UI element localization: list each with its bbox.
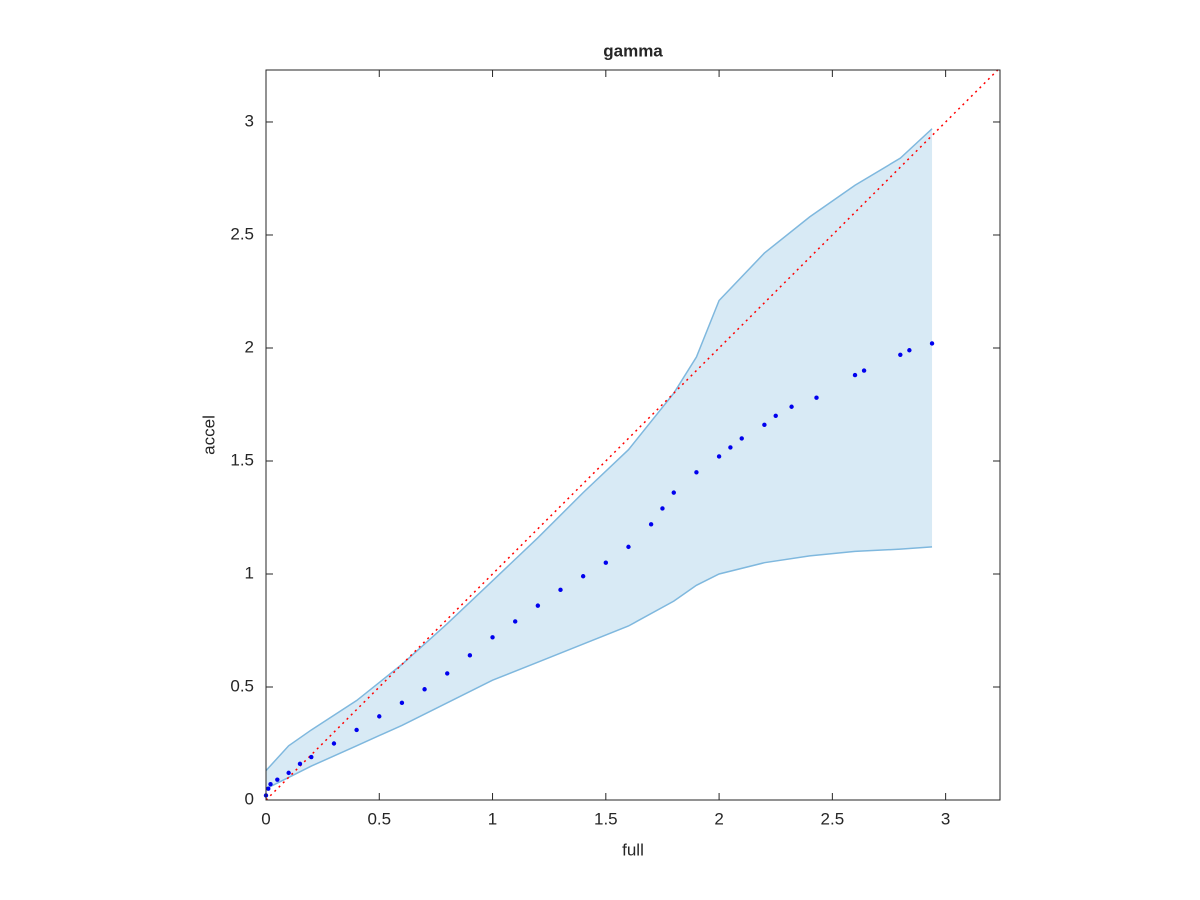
x-tick-label: 0.5 (367, 809, 391, 828)
point (467, 653, 473, 658)
point (671, 490, 676, 495)
x-axis-label: full (622, 840, 644, 859)
y-tick-label: 0.5 (230, 676, 254, 695)
x-tick-label: 1 (488, 809, 497, 828)
point (275, 777, 280, 782)
point (739, 436, 744, 441)
point (354, 727, 359, 733)
band-edge (265, 546, 933, 790)
point (898, 352, 903, 357)
y-axis-label: accel (199, 415, 218, 455)
point (626, 544, 631, 550)
point (762, 422, 767, 428)
point (490, 635, 495, 640)
point (266, 786, 271, 791)
y-tick-label: 3 (245, 111, 254, 130)
y-tick-label: 2.5 (230, 224, 254, 243)
point (929, 341, 935, 346)
y-tick-label: 0 (245, 789, 254, 808)
x-tick-label: 0 (261, 809, 270, 828)
band-edge (265, 128, 933, 772)
point (861, 368, 867, 373)
x-tick-label: 2.5 (821, 809, 845, 828)
x-tick-label: 3 (941, 809, 950, 828)
y-tick-label: 1.5 (230, 450, 254, 469)
point (773, 413, 778, 418)
y-tick-label: 1 (245, 563, 254, 582)
point (789, 404, 794, 409)
point (535, 603, 541, 608)
point (558, 587, 563, 593)
point (268, 781, 273, 787)
point (814, 395, 819, 400)
x-tick-label: 2 (714, 809, 723, 828)
y-tick-label: 2 (245, 337, 254, 356)
point (309, 754, 314, 760)
band-fill (266, 128, 933, 789)
point (728, 445, 733, 450)
reference-line (265, 67, 1001, 801)
plot-frame (265, 69, 1001, 801)
point (422, 687, 427, 692)
point (580, 574, 586, 579)
point (377, 714, 382, 719)
point (907, 348, 912, 353)
point (694, 470, 699, 475)
x-tick-label: 1.5 (594, 809, 618, 828)
chart-title: gamma (603, 41, 663, 60)
point (331, 741, 337, 746)
point (603, 560, 609, 565)
point (399, 700, 405, 706)
point (297, 761, 303, 767)
point (512, 619, 518, 624)
point (716, 454, 722, 459)
point (445, 671, 450, 676)
point (660, 506, 665, 511)
point (648, 522, 654, 527)
point (852, 372, 858, 378)
point (286, 770, 291, 776)
